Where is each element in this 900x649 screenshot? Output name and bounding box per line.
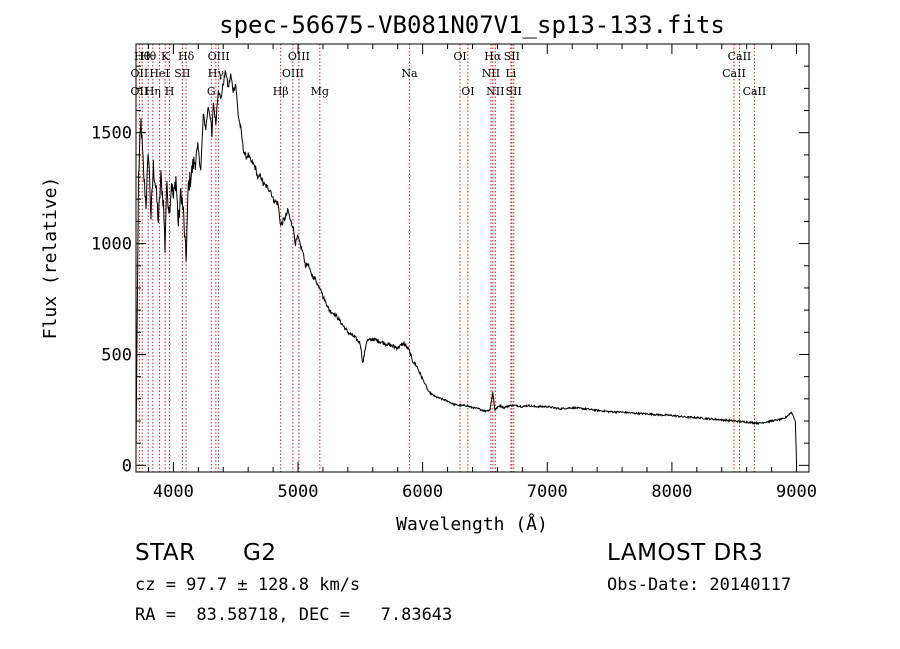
line-label: CaII xyxy=(722,67,746,80)
line-label: CaII xyxy=(743,85,767,98)
object-subclass: G2 xyxy=(243,540,277,566)
line-label: G xyxy=(207,85,216,98)
line-label: Hδ xyxy=(178,50,195,63)
line-label: NII xyxy=(486,85,504,98)
obs-date: Obs-Date: 20140117 xyxy=(607,575,792,595)
x-axis-label: Wavelength (Å) xyxy=(396,513,548,535)
line-label: Hθ xyxy=(134,50,151,63)
line-label: NII xyxy=(482,67,500,80)
x-tick-label: 7000 xyxy=(527,482,568,502)
line-markers xyxy=(138,44,755,472)
line-label: Hγ xyxy=(208,67,225,80)
survey-name: LAMOST DR3 xyxy=(607,540,764,566)
axis-ticks xyxy=(136,44,809,472)
line-label: OI xyxy=(461,85,474,98)
tick-labels: 4000 5000 6000 7000 8000 9000 0 500 1000 1500 xyxy=(91,124,817,502)
line-label: HeI xyxy=(149,67,169,80)
line-label: H xyxy=(165,85,175,98)
line-label: OII xyxy=(131,67,149,80)
x-tick-label: 5000 xyxy=(278,482,319,502)
ra-dec: RA = 83.58718, DEC = 7.83643 xyxy=(135,605,453,625)
line-label: CaII xyxy=(728,50,752,63)
line-label: Li xyxy=(505,67,516,80)
y-tick-label: 500 xyxy=(101,345,132,365)
x-tick-label: 9000 xyxy=(776,482,817,502)
x-tick-label: 4000 xyxy=(153,482,194,502)
line-label: Na xyxy=(401,67,418,80)
y-tick-label: 0 xyxy=(122,456,132,476)
y-tick-label: 1500 xyxy=(91,124,132,144)
object-class: STAR xyxy=(135,540,196,566)
x-tick-label: 8000 xyxy=(651,482,692,502)
line-label: OII xyxy=(131,85,149,98)
line-label: OIII xyxy=(288,50,310,63)
line-label: SII xyxy=(174,67,190,80)
x-tick-label: 6000 xyxy=(402,482,443,502)
y-axis-label: Flux (relative) xyxy=(40,177,61,340)
line-label: SII xyxy=(504,50,520,63)
line-label: Hα xyxy=(484,50,502,63)
line-label: K xyxy=(161,50,170,63)
redshift-velocity: cz = 97.7 ± 128.8 km/s xyxy=(135,575,361,595)
line-label: OIII xyxy=(208,50,230,63)
line-label: Mg xyxy=(311,85,329,98)
line-label: Hβ xyxy=(273,85,289,98)
line-label: OI xyxy=(453,50,466,63)
line-label: Hθ xyxy=(140,50,157,63)
line-label: SII xyxy=(506,85,522,98)
chart-title: spec-56675-VB081N07V1_sp13-133.fits xyxy=(219,11,725,39)
line-label: Hη xyxy=(145,85,161,98)
spectrum-line xyxy=(135,70,797,466)
line-label: OIII xyxy=(282,67,304,80)
y-tick-label: 1000 xyxy=(91,235,132,255)
